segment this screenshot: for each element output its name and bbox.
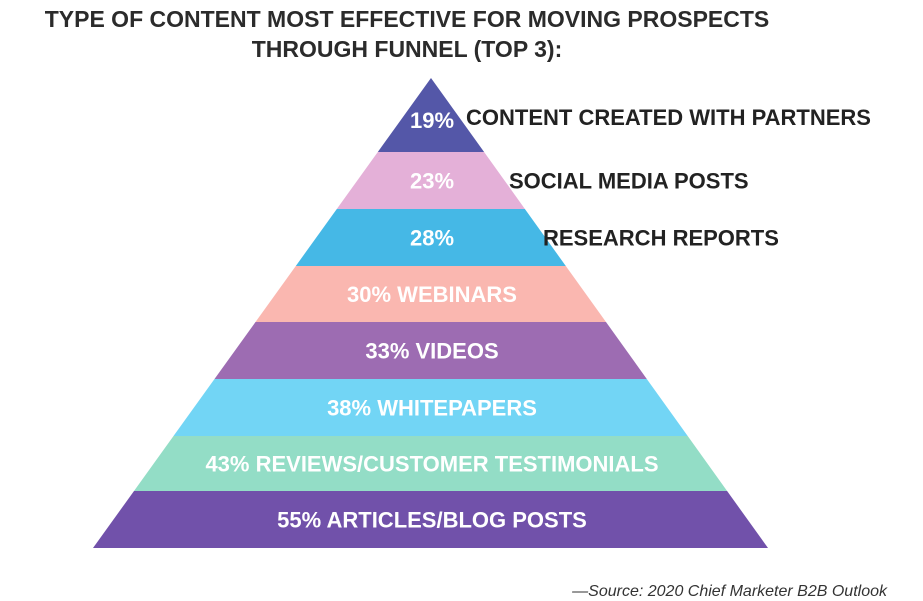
band-value-label-8: 55% ARTICLES/BLOG POSTS <box>277 508 587 533</box>
funnel-band-2 <box>336 152 525 209</box>
band-category-label-2: SOCIAL MEDIA POSTS <box>509 169 749 194</box>
funnel-band-1 <box>377 78 485 152</box>
band-value-label-4: 30% WEBINARS <box>347 282 517 307</box>
chart-title-line-2: THROUGH FUNNEL (TOP 3): <box>252 36 563 62</box>
band-value-label-2: 23% <box>410 169 454 194</box>
band-value-label-1: 19% <box>410 108 454 133</box>
band-value-label-7: 43% REVIEWS/CUSTOMER TESTIMONIALS <box>205 452 658 477</box>
funnel-band-4 <box>255 266 606 322</box>
band-category-label-3: RESEARCH REPORTS <box>543 226 779 251</box>
funnel-band-5 <box>214 322 647 379</box>
band-value-label-5: 33% VIDEOS <box>365 339 498 364</box>
funnel-band-3 <box>295 209 566 266</box>
band-value-label-3: 28% <box>410 226 454 251</box>
source-note: —Source: 2020 Chief Marketer B2B Outlook <box>571 583 888 600</box>
pyramid-levels: 19% CONTENT CREATED WITH PARTNERS 23% SOCIA… <box>93 78 871 548</box>
funnel-band-7 <box>134 436 728 491</box>
band-category-label-1: CONTENT CREATED WITH PARTNERS <box>466 105 871 130</box>
chart-title-line-1: TYPE OF CONTENT MOST EFFECTIVE FOR MOVIN… <box>45 6 770 32</box>
band-value-label-6: 38% WHITEPAPERS <box>327 396 537 421</box>
funnel-band-8 <box>93 491 768 548</box>
funnel-band-6 <box>173 379 688 436</box>
